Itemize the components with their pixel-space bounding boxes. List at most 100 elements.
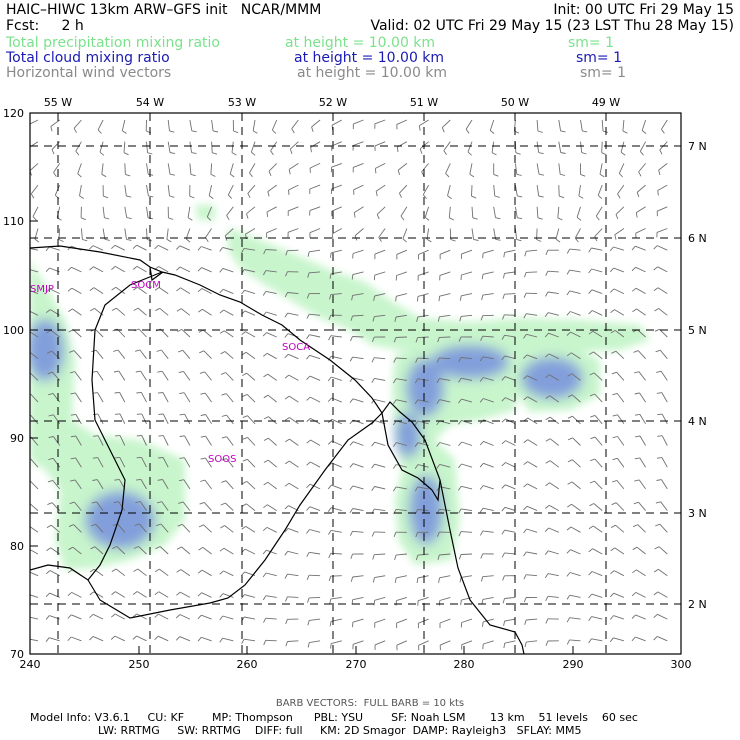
- wind-barb-flag: [414, 399, 419, 405]
- wind-barb: [613, 267, 625, 273]
- wind-barb: [222, 637, 234, 642]
- wind-barb-flag: [158, 435, 164, 437]
- cloud-core-3: [522, 358, 582, 398]
- wind-barb: [146, 206, 149, 218]
- wind-barb: [491, 141, 495, 153]
- wind-barb-flag: [263, 352, 268, 357]
- wind-barb-flag: [517, 217, 523, 220]
- wind-barb-flag: [221, 393, 227, 396]
- wind-barb-flag: [219, 288, 224, 294]
- wind-barb-flag: [327, 376, 332, 382]
- wind-barb: [549, 482, 560, 490]
- wind-barb: [291, 119, 299, 129]
- wind-barb: [661, 435, 668, 446]
- wind-barb-flag: [544, 353, 550, 358]
- wind-barb: [74, 501, 82, 511]
- wind-barb: [139, 523, 147, 533]
- cloud-core-2: [432, 346, 508, 378]
- border-south: [87, 412, 383, 619]
- wind-barb: [250, 141, 256, 153]
- wind-barb: [505, 484, 516, 490]
- wind-barb-flag: [89, 636, 94, 641]
- lon-label-53w: 53 W: [228, 96, 256, 109]
- wind-barb: [593, 503, 603, 511]
- wind-barb-flag: [601, 152, 607, 156]
- wind-barb: [48, 637, 60, 642]
- wind-barb: [331, 376, 342, 381]
- wind-barb-flag: [545, 291, 549, 297]
- wind-barb: [309, 375, 321, 381]
- wind-barb-flag: [501, 314, 505, 320]
- wind-barb: [439, 249, 451, 255]
- wind-barb-flag: [501, 418, 506, 423]
- wind-barb-flag: [267, 191, 270, 197]
- wind-barb: [594, 393, 603, 403]
- wind-barb: [638, 479, 646, 490]
- wind-barb: [536, 119, 539, 132]
- wind-barb-flag: [610, 309, 615, 314]
- wind-barb-flag: [653, 245, 658, 250]
- wind-barb: [267, 184, 277, 192]
- wind-barb: [166, 228, 169, 240]
- wind-barb-flag: [219, 309, 224, 314]
- wind-barb: [504, 334, 516, 338]
- wind-barb: [201, 614, 212, 620]
- wind-barb-flag: [92, 479, 98, 481]
- wind-barb-flag: [588, 247, 592, 253]
- wind-barb-flag: [523, 597, 527, 603]
- wind-barb: [231, 141, 234, 153]
- wind-barb: [265, 270, 277, 273]
- wind-barb-flag: [179, 435, 185, 437]
- wind-barb: [97, 119, 104, 131]
- wind-barb-flag: [559, 195, 565, 199]
- wind-barb-flag: [374, 168, 377, 174]
- x-tick-290: 290: [563, 658, 584, 671]
- wind-barb-flag: [373, 600, 376, 606]
- wind-barb-flag: [437, 316, 440, 322]
- wind-barb: [439, 575, 451, 579]
- wind-barb: [636, 184, 646, 193]
- wind-barb-flag: [92, 413, 99, 416]
- wind-barb: [352, 398, 364, 403]
- wind-barb-flag: [458, 441, 462, 447]
- field-wind-sm: sm= 1: [580, 65, 627, 81]
- wind-barb: [309, 640, 321, 644]
- wind-barb-flag: [657, 413, 663, 416]
- wind-barb: [352, 271, 364, 276]
- wind-barb: [352, 463, 364, 468]
- wind-barb: [30, 310, 39, 316]
- border-suriname-inner: [30, 271, 163, 581]
- wind-barb: [115, 266, 126, 273]
- wind-barb-flag: [219, 637, 223, 643]
- wind-barb-flag: [156, 501, 162, 504]
- wind-barb-flag: [197, 592, 202, 597]
- wind-barb: [246, 206, 256, 215]
- wind-barb-flag: [653, 591, 659, 596]
- field-cloud-height: at height = 10.00 km: [294, 50, 445, 66]
- field-wind-name: Horizontal wind vectors: [6, 65, 172, 81]
- wind-barb-flag: [632, 546, 638, 551]
- wind-barb-flag: [443, 150, 447, 156]
- wind-barb-flag: [77, 173, 82, 178]
- wind-barb: [527, 439, 538, 446]
- wind-barb-flag: [493, 173, 499, 177]
- wind-barb-flag: [307, 620, 310, 626]
- wind-barb-flag: [657, 190, 659, 196]
- wind-barb-flag: [132, 244, 138, 249]
- wind-barb-flag: [479, 356, 484, 362]
- wind-barb-flag: [220, 525, 225, 529]
- wind-barb: [72, 546, 82, 555]
- wind-barb-flag: [350, 576, 354, 582]
- wind-barb: [439, 442, 451, 446]
- wind-barb-flag: [32, 216, 37, 221]
- wind-barb: [536, 206, 539, 218]
- wind-barb-flag: [349, 398, 354, 403]
- wind-barb: [595, 206, 603, 217]
- lat-label-6n: 6 N: [688, 232, 707, 245]
- wind-barb-flag: [567, 459, 573, 463]
- wind-barb: [622, 119, 625, 132]
- wind-barb: [136, 635, 147, 642]
- wind-barb-flag: [200, 479, 206, 482]
- wind-barb-flag: [176, 546, 182, 550]
- wind-barb: [374, 441, 386, 446]
